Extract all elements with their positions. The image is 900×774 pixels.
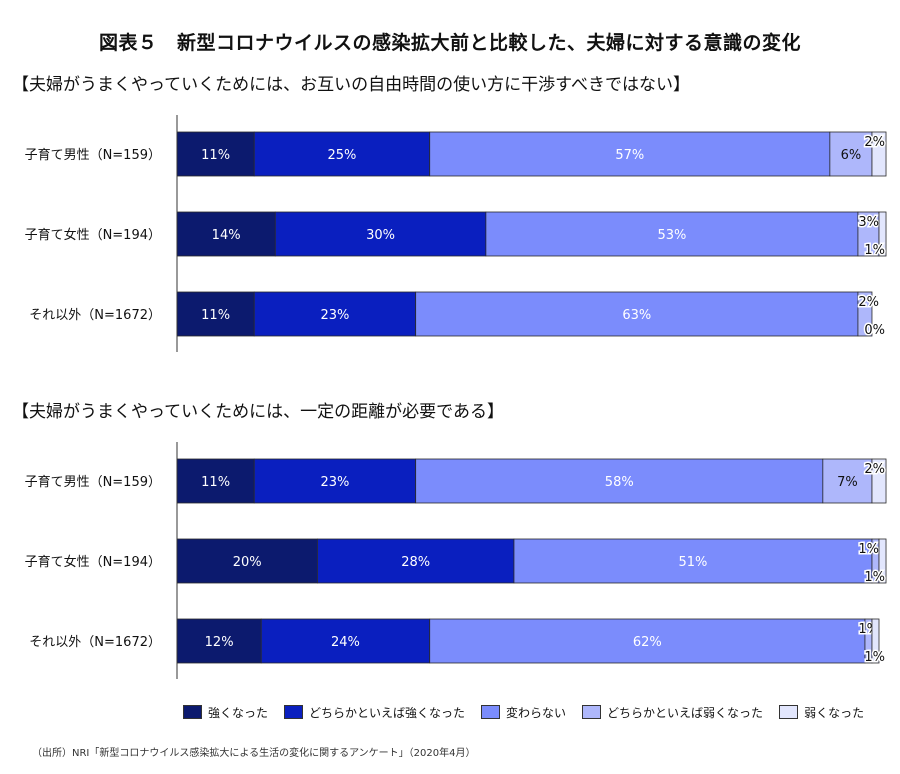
legend-swatch xyxy=(183,705,202,719)
data-label: 51% xyxy=(679,555,708,570)
bar-segment xyxy=(176,211,276,257)
category-label: それ以外（N=1672） xyxy=(29,635,161,650)
bar-segment xyxy=(415,291,859,337)
figure-title: 図表５ 新型コロナウイルスの感染拡大前と比較した、夫婦に対する意識の変化 xyxy=(98,32,801,54)
chart-svg: 子育て男性（N=159） 11% 23% 58% 7% 2% 子育て女性（N=194） 20%… xyxy=(25,442,887,679)
chart-1-title: 【夫婦がうまくやっていくためには、お互いの自由時間の使い方に干渉すべきではない】 xyxy=(12,75,690,95)
data-label: 6% xyxy=(841,148,862,163)
chart-2: 子育て男性（N=159） 11% 23% 58% 7% 2% 子育て女性（N=194） 20%… xyxy=(0,442,900,692)
bar-segment xyxy=(822,458,873,504)
data-label: 1% xyxy=(858,542,879,557)
data-label: 53% xyxy=(657,228,686,243)
data-label: 63% xyxy=(622,308,651,323)
bar-segment xyxy=(878,538,887,584)
data-label: 20% xyxy=(233,555,262,570)
legend: 強くなった どちらかといえば強くなった 変わらない どちらかといえば弱くなった … xyxy=(183,703,880,721)
data-label: 7% xyxy=(837,475,858,490)
bar-segment xyxy=(253,458,417,504)
legend-item-weak: 弱くなった xyxy=(779,704,864,721)
bar-segment xyxy=(415,458,824,504)
bar-segment xyxy=(176,458,255,504)
bar-segment xyxy=(871,131,887,177)
legend-swatch xyxy=(779,705,799,719)
legend-label: どちらかといえば強くなった xyxy=(309,705,466,720)
chart-2-title: 【夫婦がうまくやっていくためには、一定の距離が必要である】 xyxy=(12,402,504,422)
data-label: 2% xyxy=(864,462,885,477)
legend-item-strong: 強くなった xyxy=(183,704,268,721)
data-label: 23% xyxy=(320,475,349,490)
legend-label: 変わらない xyxy=(506,705,567,720)
bar-segment xyxy=(871,618,880,664)
data-label: 0% xyxy=(864,323,885,338)
source-note: （出所）NRI「新型コロナウイルス感染拡大による生活の変化に関するアンケート」（… xyxy=(32,748,476,759)
legend-swatch xyxy=(582,705,602,719)
data-label: 11% xyxy=(201,475,230,490)
data-label: 24% xyxy=(331,635,360,650)
category-label: 子育て女性（N=194） xyxy=(25,227,161,243)
bar-segment xyxy=(176,131,255,177)
bar-segment xyxy=(176,538,318,584)
legend-swatch xyxy=(481,705,501,719)
data-label: 11% xyxy=(201,308,230,323)
data-label: 1% xyxy=(864,570,885,585)
data-label: 11% xyxy=(201,148,230,163)
bar-segment xyxy=(253,131,431,177)
data-label: 57% xyxy=(615,148,644,163)
bar-segment xyxy=(871,458,887,504)
category-label: それ以外（N=1672） xyxy=(29,308,161,323)
bar-segment xyxy=(253,291,417,337)
data-label: 25% xyxy=(328,148,357,163)
bar-segment xyxy=(316,538,515,584)
data-label: 1% xyxy=(864,650,885,665)
data-label: 2% xyxy=(864,135,885,150)
legend-swatch xyxy=(284,705,304,719)
data-label: 62% xyxy=(633,635,662,650)
category-label: 子育て男性（N=159） xyxy=(25,147,161,163)
chart-svg: 子育て男性（N=159） 11% 25% 57% 6%2%子育て女性（N=194） 14%… xyxy=(25,115,887,352)
bar-segment xyxy=(485,211,859,257)
bar-segment xyxy=(857,291,873,337)
category-label: 子育て女性（N=194） xyxy=(25,554,161,570)
bar-segment xyxy=(429,131,831,177)
bar-segment xyxy=(274,211,487,257)
legend-label: どちらかといえば弱くなった xyxy=(607,705,764,720)
bar-segment xyxy=(429,618,866,664)
bar-segment xyxy=(260,618,431,664)
data-label: 3% xyxy=(858,215,879,230)
legend-label: 強くなった xyxy=(208,705,269,720)
legend-label: 弱くなった xyxy=(804,705,865,720)
bar-segment xyxy=(176,291,255,337)
legend-item-somewhat-strong: どちらかといえば強くなった xyxy=(284,704,465,721)
data-label: 58% xyxy=(605,475,634,490)
data-label: 14% xyxy=(212,228,241,243)
data-label: 28% xyxy=(401,555,430,570)
category-label: 子育て男性（N=159） xyxy=(25,474,161,490)
legend-item-somewhat-weak: どちらかといえば弱くなった xyxy=(582,704,763,721)
data-label: 23% xyxy=(320,308,349,323)
legend-item-unchanged: 変わらない xyxy=(481,704,566,721)
chart-1: 子育て男性（N=159） 11% 25% 57% 6% 2% 子育て女性（N=194） 14%… xyxy=(0,115,900,365)
data-label: 12% xyxy=(205,635,234,650)
data-label: 2% xyxy=(858,295,879,310)
data-label: 1% xyxy=(864,243,885,258)
data-label: 30% xyxy=(366,228,395,243)
bar-segment xyxy=(878,211,887,257)
